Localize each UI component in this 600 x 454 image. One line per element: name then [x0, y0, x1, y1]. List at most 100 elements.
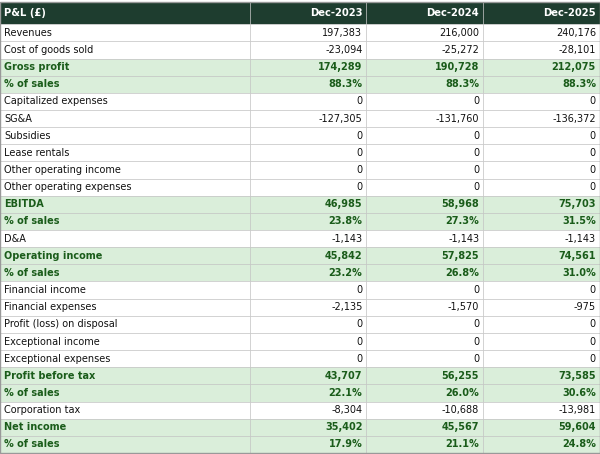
Text: -1,143: -1,143	[565, 234, 596, 244]
Bar	[367, 367, 483, 385]
Bar	[483, 264, 600, 281]
Text: Subsidies: Subsidies	[4, 131, 50, 141]
Text: 0: 0	[356, 131, 362, 141]
Bar	[483, 41, 600, 59]
Text: 0: 0	[356, 96, 362, 106]
Bar	[367, 247, 483, 264]
Text: 0: 0	[590, 354, 596, 364]
Text: 0: 0	[473, 182, 479, 192]
Text: % of sales: % of sales	[4, 217, 59, 227]
Text: 43,707: 43,707	[325, 371, 362, 381]
Bar	[0, 127, 250, 144]
Text: -136,372: -136,372	[553, 114, 596, 123]
Bar	[250, 59, 367, 76]
Text: -127,305: -127,305	[319, 114, 362, 123]
Bar	[250, 41, 367, 59]
Text: 88.3%: 88.3%	[562, 79, 596, 89]
Text: 26.8%: 26.8%	[445, 268, 479, 278]
Text: Capitalized expenses: Capitalized expenses	[4, 96, 108, 106]
Bar	[483, 419, 600, 436]
Text: 74,561: 74,561	[559, 251, 596, 261]
Bar	[483, 213, 600, 230]
Text: P&L (£): P&L (£)	[4, 8, 46, 18]
Bar	[367, 110, 483, 127]
Bar	[250, 281, 367, 299]
Text: 88.3%: 88.3%	[445, 79, 479, 89]
Text: 75,703: 75,703	[559, 199, 596, 209]
Text: 0: 0	[356, 182, 362, 192]
Bar	[0, 59, 250, 76]
Text: Dec-2024: Dec-2024	[427, 8, 479, 18]
Text: 0: 0	[356, 165, 362, 175]
Text: 0: 0	[356, 319, 362, 329]
Text: Dec-2025: Dec-2025	[544, 8, 596, 18]
Bar	[0, 333, 250, 350]
Text: 57,825: 57,825	[442, 251, 479, 261]
Bar	[250, 247, 367, 264]
Bar	[0, 436, 250, 453]
Bar	[0, 144, 250, 162]
Text: 59,604: 59,604	[559, 422, 596, 432]
Text: 46,985: 46,985	[325, 199, 362, 209]
Text: -131,760: -131,760	[436, 114, 479, 123]
Text: -10,688: -10,688	[442, 405, 479, 415]
Bar	[483, 350, 600, 367]
Bar	[367, 178, 483, 196]
Text: 212,075: 212,075	[552, 62, 596, 72]
Bar	[483, 401, 600, 419]
Text: Profit before tax: Profit before tax	[4, 371, 95, 381]
Bar	[483, 162, 600, 178]
Bar	[0, 2, 250, 24]
Text: % of sales: % of sales	[4, 79, 59, 89]
Text: -25,272: -25,272	[442, 45, 479, 55]
Bar	[367, 281, 483, 299]
Bar	[250, 178, 367, 196]
Text: 0: 0	[356, 354, 362, 364]
Text: 0: 0	[590, 336, 596, 346]
Text: Lease rentals: Lease rentals	[4, 148, 70, 158]
Text: 0: 0	[473, 131, 479, 141]
Bar	[367, 2, 483, 24]
Bar	[483, 299, 600, 316]
Bar	[367, 24, 483, 41]
Bar	[0, 264, 250, 281]
Text: 23.8%: 23.8%	[329, 217, 362, 227]
Bar	[367, 144, 483, 162]
Text: Operating income: Operating income	[4, 251, 103, 261]
Bar	[367, 59, 483, 76]
Text: Net income: Net income	[4, 422, 66, 432]
Bar	[250, 213, 367, 230]
Text: -1,143: -1,143	[331, 234, 362, 244]
Text: 58,968: 58,968	[442, 199, 479, 209]
Text: 0: 0	[590, 182, 596, 192]
Text: -8,304: -8,304	[331, 405, 362, 415]
Text: Other operating expenses: Other operating expenses	[4, 182, 131, 192]
Bar	[483, 385, 600, 401]
Bar	[0, 350, 250, 367]
Bar	[250, 299, 367, 316]
Bar	[250, 367, 367, 385]
Text: 21.1%: 21.1%	[445, 439, 479, 449]
Bar	[483, 367, 600, 385]
Bar	[250, 144, 367, 162]
Text: Dec-2023: Dec-2023	[310, 8, 362, 18]
Text: Profit (loss) on disposal: Profit (loss) on disposal	[4, 319, 118, 329]
Bar	[0, 41, 250, 59]
Text: Exceptional expenses: Exceptional expenses	[4, 354, 110, 364]
Bar	[367, 230, 483, 247]
Bar	[367, 401, 483, 419]
Bar	[367, 316, 483, 333]
Text: 17.9%: 17.9%	[329, 439, 362, 449]
Text: D&A: D&A	[4, 234, 26, 244]
Bar	[250, 401, 367, 419]
Text: 0: 0	[356, 148, 362, 158]
Bar	[250, 230, 367, 247]
Text: Other operating income: Other operating income	[4, 165, 121, 175]
Text: 0: 0	[590, 285, 596, 295]
Bar	[483, 2, 600, 24]
Bar	[0, 213, 250, 230]
Text: 24.8%: 24.8%	[562, 439, 596, 449]
Bar	[0, 110, 250, 127]
Bar	[367, 196, 483, 213]
Bar	[483, 247, 600, 264]
